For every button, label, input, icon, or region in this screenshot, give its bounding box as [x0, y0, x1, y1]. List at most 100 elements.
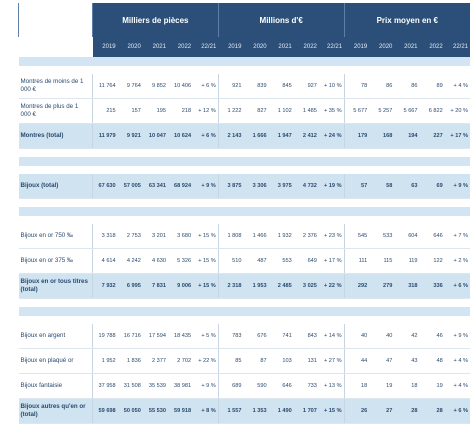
table-row: Montres (total) 11 979 9 921 10 047 10 624 + …	[18, 123, 470, 149]
band-cell	[18, 207, 470, 216]
cell: 11 979	[91, 123, 118, 149]
gap-cell	[19, 316, 471, 324]
table-row: Bijoux en or 375 ‰ 4 614 4 242 4 630 5 326 + …	[18, 248, 470, 274]
cell: + 9 %	[444, 324, 470, 349]
cell: + 9 %	[193, 373, 219, 399]
cell: 48	[419, 348, 445, 374]
row-label: Montres de moins de 1 000 €	[18, 74, 93, 99]
cell: 7 831	[142, 273, 168, 299]
cell: + 6 %	[193, 74, 219, 99]
year-header: 2019	[218, 37, 244, 57]
cell: 292	[343, 273, 370, 299]
cell: 1 836	[117, 348, 143, 374]
cell: 10 406	[167, 74, 194, 99]
cell: 827	[243, 98, 269, 124]
cell: 733	[293, 373, 319, 399]
year-row: 2019 2020 2021 2022 22/21 2019 2020 2021 2022 22/…	[18, 37, 470, 57]
cell: 5 667	[394, 98, 420, 124]
cell: 1 952	[91, 348, 118, 374]
year-header: 2020	[117, 37, 143, 57]
group-header: Prix moyen en €	[343, 3, 470, 37]
cell: 1 490	[268, 398, 294, 424]
cell: 4 630	[142, 248, 168, 274]
group-header: Milliers de pièces	[92, 3, 219, 37]
row-label: Bijoux en or 750 ‰	[18, 224, 93, 249]
cell: 63	[394, 174, 420, 199]
cell: + 2 %	[444, 248, 470, 274]
cell: + 17 %	[318, 248, 345, 274]
cell: 10 624	[167, 123, 194, 149]
cell: 927	[293, 74, 319, 99]
cell: 35 539	[142, 373, 168, 399]
cell: 510	[217, 248, 244, 274]
gap	[19, 299, 471, 308]
cell: 1 557	[217, 398, 244, 424]
band	[18, 57, 470, 66]
cell: 604	[394, 224, 420, 249]
cell: 43	[394, 348, 420, 374]
cell: 131	[293, 348, 319, 374]
cell: + 27 %	[318, 348, 345, 374]
corner	[18, 3, 93, 37]
cell: 9 921	[117, 123, 143, 149]
cell: 103	[268, 348, 294, 374]
cell: 27	[369, 398, 395, 424]
cell: + 15 %	[193, 273, 219, 299]
cell: + 6 %	[444, 273, 470, 299]
cell: + 23 %	[318, 224, 345, 249]
row-label: Bijoux en or tous titres (total)	[18, 273, 93, 299]
gap-cell	[19, 66, 471, 74]
cell: 19	[419, 373, 445, 399]
year-header: 2019	[92, 37, 118, 57]
cell: 646	[268, 373, 294, 399]
cell: 68 924	[167, 174, 194, 199]
group-header: Millions d'€	[217, 3, 345, 37]
cell: 18	[394, 373, 420, 399]
cell: + 22 %	[193, 348, 219, 374]
cell: 10 047	[142, 123, 168, 149]
table-row: Bijoux en argent 19 788 16 716 17 594 18 435…	[18, 324, 470, 349]
cell: 2 376	[293, 224, 319, 249]
cell: 590	[243, 373, 269, 399]
band	[18, 207, 470, 216]
cell: 1 466	[243, 224, 269, 249]
cell: + 22 %	[318, 273, 345, 299]
gap	[19, 316, 471, 324]
cell: 2 412	[293, 123, 319, 149]
cell: 69	[419, 174, 445, 199]
cell: 87	[243, 348, 269, 374]
year-header: 2022	[419, 37, 445, 57]
cell: 157	[117, 98, 143, 124]
cell: 9 006	[167, 273, 194, 299]
cell: 19 788	[91, 324, 118, 349]
row-label: Bijoux autres qu'en or (total)	[18, 398, 93, 424]
cell: 44	[343, 348, 370, 374]
cell: 168	[369, 123, 395, 149]
cell: 4 614	[91, 248, 118, 274]
cell: 179	[343, 123, 370, 149]
cell: 783	[217, 324, 244, 349]
cell: + 13 %	[318, 373, 345, 399]
cell: 40	[369, 324, 395, 349]
cell: 194	[394, 123, 420, 149]
data-table: Milliers de pièces Millions d'€ Prix moyen…	[18, 3, 470, 424]
cell: 5 677	[343, 98, 370, 124]
cell: 487	[243, 248, 269, 274]
year-header: 22/21	[318, 37, 345, 57]
cell: 279	[369, 273, 395, 299]
cell: 5 326	[167, 248, 194, 274]
cell: 42	[394, 324, 420, 349]
cell: 1 707	[293, 398, 319, 424]
cell: 1 353	[243, 398, 269, 424]
cell: + 6 %	[193, 123, 219, 149]
page: Milliers de pièces Millions d'€ Prix moyen…	[18, 3, 470, 424]
cell: 553	[268, 248, 294, 274]
year-header: 2022	[167, 37, 194, 57]
table-row: Montres de plus de 1 000 €215 157 195 218 + …	[18, 98, 470, 124]
cell: 4 732	[293, 174, 319, 199]
band-cell	[18, 57, 470, 66]
cell: 195	[142, 98, 168, 124]
cell: 11 764	[91, 74, 118, 99]
cell: + 7 %	[444, 224, 470, 249]
gap-cell	[19, 199, 471, 208]
